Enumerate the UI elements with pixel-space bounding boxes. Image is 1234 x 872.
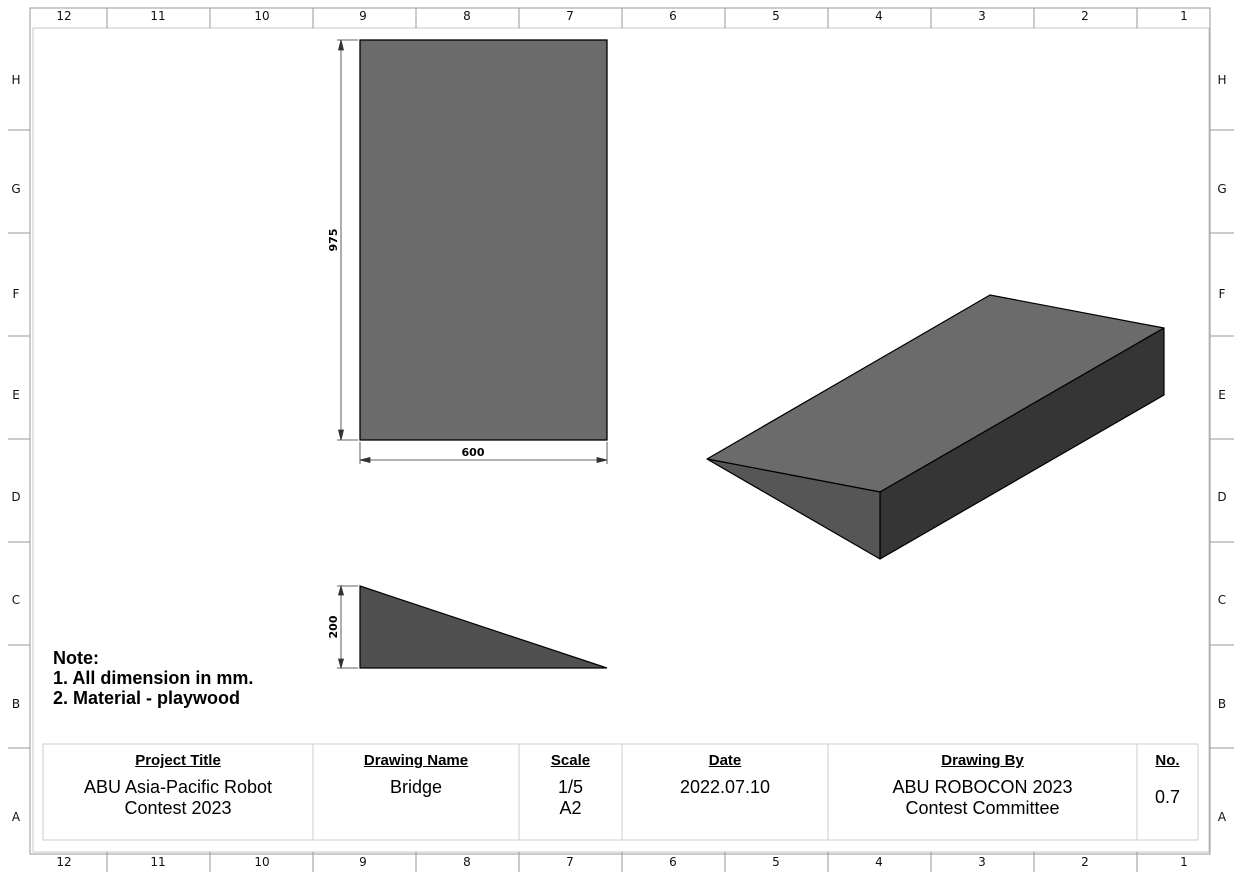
top-view-rect (359, 39, 608, 441)
dim-height-200 (337, 584, 358, 670)
col-label: 7 (566, 855, 574, 869)
drawing-by-label: Drawing By (941, 752, 1024, 769)
date-value: 2022.07.10 (679, 777, 771, 797)
project-title-label: Project Title (135, 752, 221, 769)
iso-left-face (706, 458, 881, 560)
row-label: G (11, 182, 21, 196)
title-block-date: Date 2022.07.10 (622, 744, 828, 840)
date-label: Date (708, 752, 742, 769)
col-label: 12 (56, 855, 72, 869)
col-label: 6 (669, 855, 677, 869)
row-label: D (1217, 490, 1227, 504)
title-block-project: Project Title ABU Asia-Pacific Robot Con… (43, 744, 313, 840)
drawing-name-value: Bridge (389, 777, 443, 797)
col-label: 3 (978, 9, 986, 23)
drawing-by-value: ABU ROBOCON 2023 Contest Committee (828, 777, 1137, 819)
number-label: No. (1155, 752, 1180, 769)
note-item: 2. Material - playwood (53, 688, 241, 708)
scale-label: Scale (550, 752, 591, 769)
col-label: 2 (1081, 9, 1089, 23)
dim-width-label: 600 (462, 446, 485, 459)
col-label: 1 (1180, 9, 1188, 23)
top-view: 975 600 (327, 39, 608, 464)
title-block-drawing-by: Drawing By ABU ROBOCON 2023 Contest Comm… (828, 744, 1137, 840)
col-label: 5 (772, 9, 780, 23)
drawing-name-label: Drawing Name (363, 752, 469, 769)
col-label: 3 (978, 855, 986, 869)
row-label: E (12, 388, 20, 402)
project-title-value: ABU Asia-Pacific Robot Contest 2023 (43, 777, 313, 819)
row-label: B (1217, 697, 1227, 711)
col-label: 8 (463, 9, 471, 23)
dim-side-height-label: 200 (327, 615, 340, 638)
notes-block: Note: 1. All dimension in mm. 2. Materia… (53, 648, 253, 708)
side-view-triangle (359, 585, 608, 669)
number-value: 0.7 (1154, 787, 1181, 807)
col-label: 4 (875, 9, 883, 23)
note-item: 1. All dimension in mm. (53, 668, 254, 688)
row-label: F (1218, 287, 1226, 301)
title-block-scale: Scale 1/5 A2 (519, 744, 622, 840)
scale-value: 1/5 A2 (519, 777, 622, 819)
isometric-view (706, 294, 1165, 560)
project-title-line: ABU Asia-Pacific Robot (83, 777, 273, 797)
col-label: 8 (463, 855, 471, 869)
title-block-drawing-name: Drawing Name Bridge (313, 744, 519, 840)
project-title-line: Contest 2023 (124, 798, 232, 818)
dim-width-600 (359, 442, 608, 464)
scale-ratio: 1/5 (557, 777, 584, 797)
col-label: 12 (56, 9, 72, 23)
col-label: 1 (1180, 855, 1188, 869)
row-label: C (1217, 593, 1227, 607)
notes-title: Note: (53, 648, 99, 668)
row-label: A (1217, 810, 1227, 824)
side-view: 200 (327, 584, 608, 670)
drawing-by-line: Contest Committee (905, 798, 1060, 818)
col-label: 9 (359, 9, 367, 23)
col-label: 5 (772, 855, 780, 869)
col-label: 11 (150, 9, 166, 23)
col-label: 9 (359, 855, 367, 869)
col-label: 7 (566, 9, 574, 23)
row-label: D (11, 490, 21, 504)
row-label: E (1218, 388, 1226, 402)
row-label: B (11, 697, 21, 711)
dim-height-975 (337, 39, 358, 441)
drawing-by-line: ABU ROBOCON 2023 (892, 777, 1073, 797)
col-label: 6 (669, 9, 677, 23)
row-label: H (1217, 73, 1227, 87)
col-label: 11 (150, 855, 166, 869)
row-label: H (11, 73, 21, 87)
col-label: 10 (254, 9, 270, 23)
row-label: A (11, 810, 21, 824)
row-label: C (11, 593, 21, 607)
row-label: G (1217, 182, 1227, 196)
row-label: F (12, 287, 20, 301)
title-block-number: No. 0.7 (1137, 744, 1198, 840)
sheet-size: A2 (559, 798, 582, 818)
col-label: 10 (254, 855, 270, 869)
dim-height-label: 975 (327, 229, 340, 252)
col-label: 2 (1081, 855, 1089, 869)
col-label: 4 (875, 855, 883, 869)
